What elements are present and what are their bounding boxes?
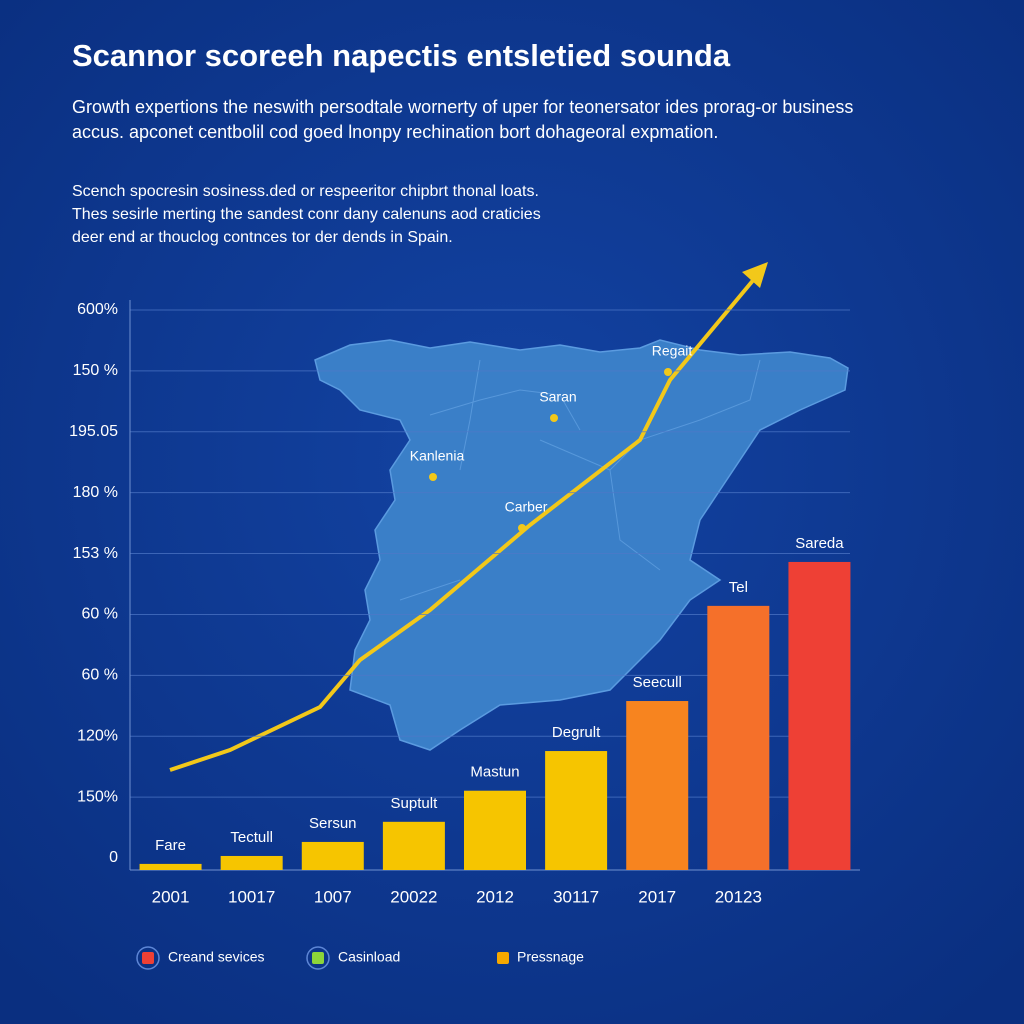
bar <box>301 841 364 870</box>
bar-label: Tel <box>729 579 748 596</box>
bar <box>707 605 770 870</box>
description: Scench spocresin sosiness.ded or respeer… <box>72 183 539 200</box>
y-axis-label: 153 % <box>73 545 118 562</box>
legend-swatch <box>312 952 324 964</box>
bar-label: Sareda <box>795 535 844 552</box>
map-dot <box>664 368 672 376</box>
y-axis-label: 60 % <box>82 667 118 684</box>
map-label: Saran <box>539 389 576 405</box>
y-axis-label: 60 % <box>82 606 118 623</box>
x-tick-label: 2012 <box>476 887 514 906</box>
legend-label: Pressnage <box>517 949 584 965</box>
subtitle: accus. apconet centbolil cod goed lnonpy… <box>72 122 718 142</box>
bar-label: Fare <box>155 837 186 854</box>
bar <box>464 790 526 870</box>
bar <box>139 863 202 870</box>
legend-label: Casinload <box>338 949 400 965</box>
x-tick-label: 1007 <box>314 887 352 906</box>
map-label: Regait <box>652 343 693 359</box>
bar-label: Suptult <box>391 795 439 812</box>
y-axis-label: 195.05 <box>69 423 118 440</box>
map-dot <box>429 473 437 481</box>
bar-label: Mastun <box>470 764 519 781</box>
x-tick-label: 10017 <box>228 887 275 906</box>
chart-title: Scannor scoreeh napectis entsletied soun… <box>72 38 731 73</box>
map-label: Kanlenia <box>410 448 465 464</box>
bar <box>382 821 445 870</box>
y-axis-label: 120% <box>77 727 118 744</box>
description: deer end ar thouclog contnces tor der de… <box>72 229 453 246</box>
x-tick-label: 2017 <box>638 887 676 906</box>
map-spain <box>314 339 849 751</box>
y-axis-label: 180 % <box>73 484 118 501</box>
map-borders <box>399 359 761 601</box>
bar-label: Seecull <box>633 674 682 691</box>
legend-swatch <box>497 952 509 964</box>
bar-label: Degrult <box>552 724 601 741</box>
legend-label: Creand sevices <box>168 949 265 965</box>
bar-label: Tectull <box>230 829 273 846</box>
bar <box>220 855 283 870</box>
map-dot <box>518 524 526 532</box>
legend-swatch <box>142 952 154 964</box>
legend-ring <box>306 946 330 970</box>
legend-ring <box>136 946 160 970</box>
x-tick-label: 20123 <box>715 887 762 906</box>
y-axis-label: 150 % <box>73 362 118 379</box>
y-axis-label: 0 <box>109 849 118 866</box>
x-tick-label: 30117 <box>553 887 599 906</box>
trend-arrow <box>742 262 768 288</box>
trend-line <box>169 276 757 772</box>
bar <box>788 561 851 870</box>
description: Thes sesirle merting the sandest conr da… <box>72 206 541 223</box>
map-dot <box>550 414 558 422</box>
y-axis-label: 600% <box>77 301 118 318</box>
x-tick-label: 20022 <box>390 887 437 906</box>
bar-label: Sersun <box>309 815 357 832</box>
bar <box>545 751 608 870</box>
bar <box>626 701 689 870</box>
subtitle: Growth expertions the neswith persodtale… <box>72 97 853 117</box>
y-axis-label: 150% <box>77 788 118 805</box>
map-label: Carber <box>505 499 548 515</box>
x-tick-label: 2001 <box>152 887 190 906</box>
